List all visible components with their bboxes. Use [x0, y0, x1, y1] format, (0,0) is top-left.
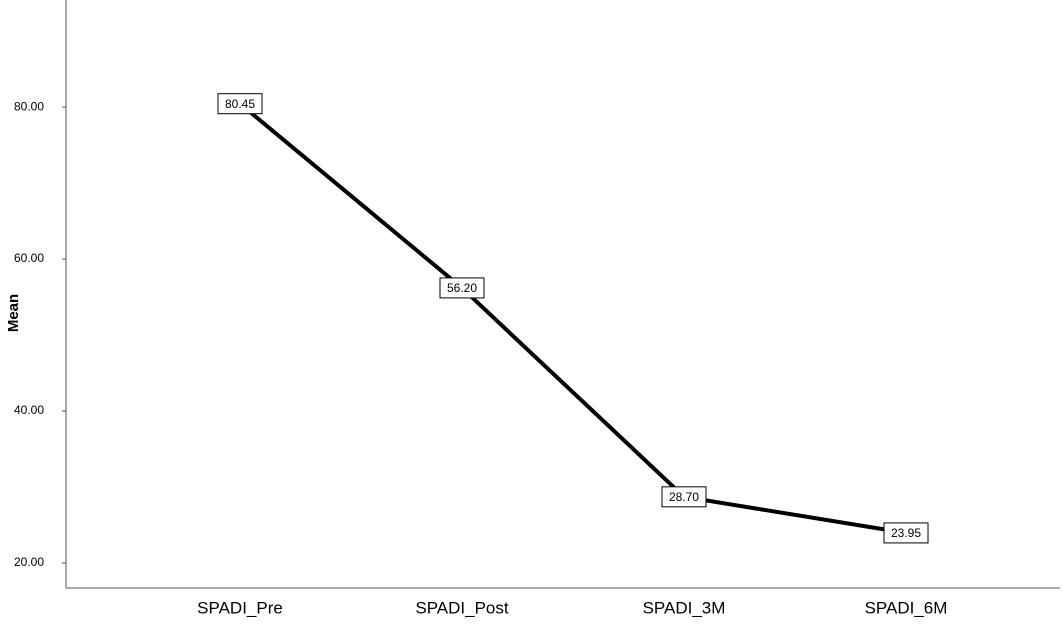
value-label-box [217, 93, 263, 115]
y-tick-label: 40.00 [14, 403, 44, 417]
value-label-box [439, 277, 485, 299]
y-axis-title: Mean [5, 294, 22, 332]
value-label-box [661, 486, 707, 508]
x-tick-label: SPADI_Pre [197, 598, 283, 617]
x-tick-label: SPADI_Post [415, 598, 509, 617]
data-line [238, 102, 907, 535]
y-tick-label: 80.00 [14, 99, 44, 113]
value-label: 23.95 [891, 526, 921, 540]
value-label-box [883, 522, 929, 544]
x-tick-label: SPADI_6M [865, 598, 948, 617]
y-tick-label: 60.00 [14, 251, 44, 265]
y-tick-label: 20.00 [14, 555, 44, 569]
value-label: 28.70 [669, 490, 699, 504]
value-label: 80.45 [225, 97, 255, 111]
x-tick-label: SPADI_3M [643, 598, 726, 617]
value-label: 56.20 [447, 281, 477, 295]
